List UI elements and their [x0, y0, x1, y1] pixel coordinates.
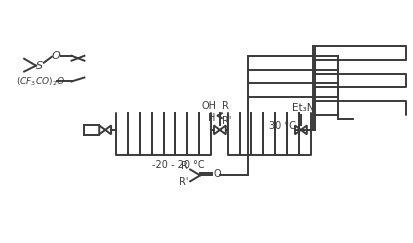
- Text: O: O: [51, 51, 60, 61]
- Text: S: S: [36, 61, 43, 71]
- Text: -20 - 20 °C: -20 - 20 °C: [152, 160, 204, 170]
- Text: $(CF_3CO)_2O$: $(CF_3CO)_2O$: [16, 75, 65, 88]
- Text: R: R: [181, 162, 188, 172]
- Text: 30 °C: 30 °C: [268, 121, 295, 131]
- Text: OH: OH: [202, 101, 216, 111]
- Text: H: H: [207, 113, 214, 123]
- Text: R: R: [221, 101, 228, 111]
- Text: R': R': [178, 177, 188, 187]
- Text: R': R': [221, 116, 230, 126]
- Text: O: O: [214, 169, 221, 179]
- Text: Et₃N: Et₃N: [291, 103, 313, 113]
